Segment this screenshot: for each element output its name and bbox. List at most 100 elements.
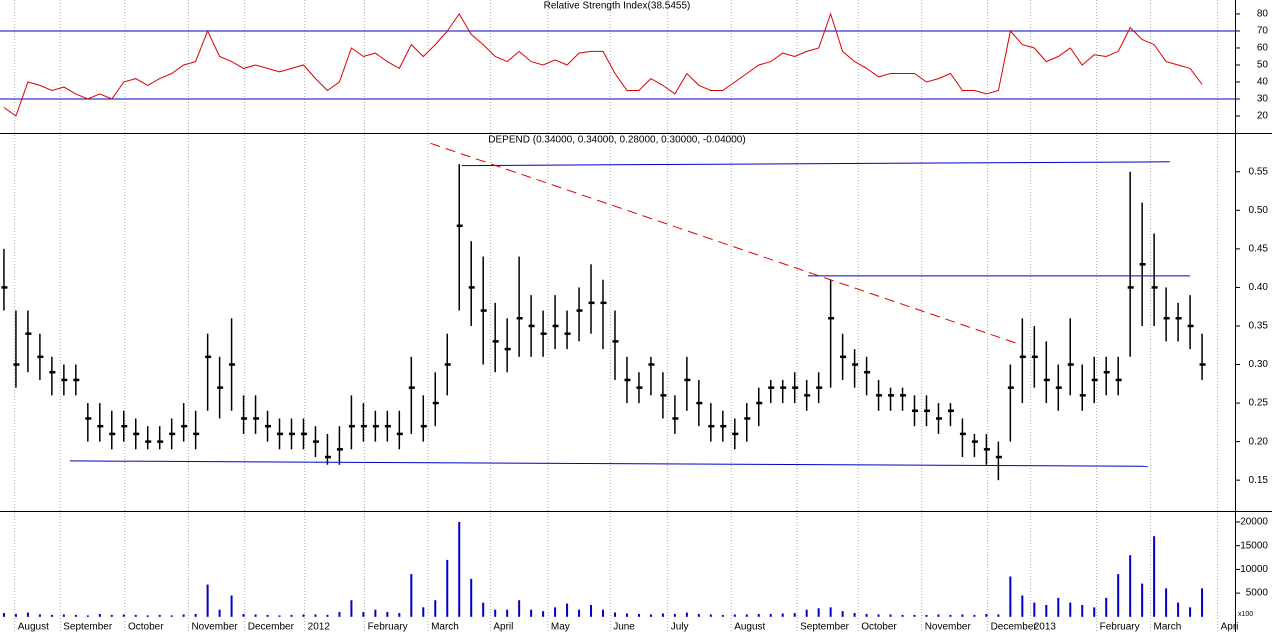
volume-bar — [925, 614, 928, 617]
trend-line — [430, 142, 1023, 346]
trend-line — [461, 161, 1170, 167]
x-tick-label: October — [861, 622, 897, 632]
volume-bar — [482, 602, 485, 617]
volume-bar — [206, 584, 209, 617]
x-tick-label: March — [1154, 622, 1182, 632]
x-tick-label: July — [671, 622, 689, 632]
volume-bar — [590, 604, 593, 617]
volume-bar — [985, 613, 988, 617]
volume-bar — [1153, 536, 1156, 617]
volume-bar — [278, 615, 281, 617]
volume-bar — [709, 614, 712, 617]
y-tick-label: 40 — [1257, 77, 1269, 88]
volume-bar — [446, 559, 449, 617]
volume-bar — [434, 600, 437, 617]
volume-bar — [350, 600, 353, 617]
volume-bar — [781, 613, 784, 617]
volume-bar — [62, 614, 65, 617]
x-tick-label: August — [734, 622, 765, 632]
x-tick-label: December — [991, 622, 1038, 632]
x-tick-label: October — [128, 622, 164, 632]
y-tick-label: 0.30 — [1249, 359, 1269, 370]
volume-bar — [314, 614, 317, 617]
volume-bar — [338, 612, 341, 617]
x-tick-label: 2012 — [308, 622, 331, 632]
volume-bar — [410, 574, 413, 617]
volume-bar — [266, 614, 269, 617]
volume-bar — [1045, 604, 1048, 617]
volume-bar — [817, 608, 820, 617]
volume-bar — [1057, 597, 1060, 617]
volume-bar — [362, 612, 365, 617]
volume-bar — [961, 614, 964, 617]
volume-bar — [625, 613, 628, 617]
y-tick-label: 0.15 — [1249, 475, 1269, 486]
volume-bar — [302, 614, 305, 617]
volume-bar — [86, 615, 89, 617]
volume-bar — [829, 607, 832, 617]
volume-bar — [1201, 588, 1204, 617]
y-tick-label: 0.50 — [1249, 205, 1269, 216]
volume-bar — [865, 613, 868, 617]
volume-bar — [1009, 576, 1012, 617]
volume-bar — [757, 613, 760, 617]
y-tick-label: 0.40 — [1249, 282, 1269, 293]
volume-bar — [554, 607, 557, 617]
y-tick-label: 0.35 — [1249, 321, 1269, 332]
volume-bar — [745, 614, 748, 617]
volume-bar — [1117, 574, 1120, 617]
volume-bar — [542, 611, 545, 617]
volume-bar — [26, 612, 29, 617]
volume-bar — [38, 614, 41, 617]
volume-bar — [122, 614, 125, 617]
volume-bar — [530, 609, 533, 617]
volume-bar — [506, 609, 509, 617]
y-tick-label: 0.55 — [1249, 166, 1269, 177]
volume-bar — [685, 612, 688, 617]
x-tick-label: September — [63, 622, 113, 632]
volume-bar — [697, 613, 700, 617]
unit-label: x100 — [1238, 611, 1253, 618]
volume-bar — [230, 595, 233, 617]
x-tick-label: November — [191, 622, 238, 632]
volume-bar — [182, 614, 185, 617]
volume-bar — [649, 614, 652, 617]
volume-bar — [1177, 602, 1180, 617]
volume-bar — [1069, 602, 1072, 617]
volume-bar — [853, 613, 856, 617]
y-tick-label: 0.25 — [1249, 398, 1269, 409]
volume-bar — [1033, 602, 1036, 617]
x-tick-label: November — [925, 622, 972, 632]
volume-bar — [326, 614, 329, 617]
volume-bar — [458, 521, 461, 617]
x-tick-label: September — [800, 622, 850, 632]
volume-bar — [242, 613, 245, 617]
volume-bar — [218, 609, 221, 617]
chart-title: Relative Strength Index(38.5455) — [544, 1, 691, 12]
volume-bar — [1141, 583, 1144, 617]
x-tick-label: June — [613, 622, 635, 632]
y-tick-label: 60 — [1257, 43, 1269, 54]
volume-bar — [14, 613, 17, 617]
volume-bar — [170, 615, 173, 617]
volume-bar — [841, 611, 844, 617]
volume-bar — [913, 614, 916, 617]
y-tick-label: 20000 — [1240, 517, 1268, 528]
y-tick-label: 0.45 — [1249, 244, 1269, 255]
volume-bar — [374, 609, 377, 617]
y-tick-label: 15000 — [1240, 540, 1268, 551]
volume-bar — [637, 613, 640, 617]
volume-bar — [889, 614, 892, 617]
x-tick-label: Apri — [1221, 622, 1239, 632]
y-tick-label: 50 — [1257, 60, 1269, 71]
y-tick-label: 10000 — [1240, 564, 1268, 575]
y-tick-label: 0.20 — [1249, 436, 1269, 447]
x-tick-label: February — [368, 622, 408, 632]
volume-bar — [721, 614, 724, 617]
y-tick-label: 5000 — [1246, 588, 1269, 599]
volume-bar — [1105, 597, 1108, 617]
volume-bar — [422, 607, 425, 617]
x-tick-label: 2013 — [1034, 622, 1057, 632]
